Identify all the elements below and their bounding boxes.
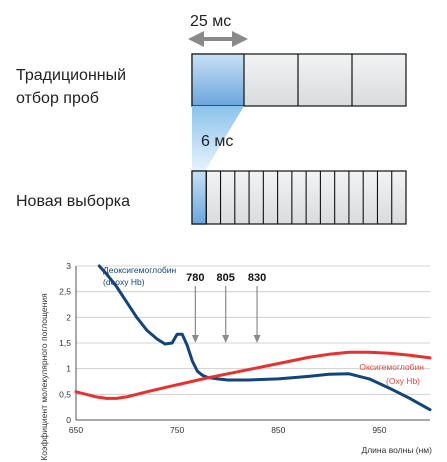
new-active-sample bbox=[191, 170, 207, 225]
x-tick-label: 750 bbox=[170, 425, 184, 435]
y-tick-label: 2,5 bbox=[59, 287, 71, 297]
absorption-chart: 0 0,5 1 1,5 2 2,5 3 650 750 850 950 Длина волны (нм… bbox=[39, 261, 432, 461]
wavelength-label: 780 bbox=[186, 272, 204, 284]
y-tick-label: 3 bbox=[66, 261, 71, 271]
deoxy-hb-line bbox=[97, 264, 432, 412]
wavelength-arrowhead bbox=[191, 335, 199, 343]
x-tick-label: 950 bbox=[372, 425, 386, 435]
new-sampling-bar bbox=[191, 170, 407, 225]
y-axis-label: Коэффициент молекулярного поглощения bbox=[39, 293, 49, 461]
x-axis-label: Длина волны (нм) bbox=[361, 445, 432, 455]
new-sampling-label: Новая выборка bbox=[16, 193, 130, 210]
wavelength-label: 830 bbox=[248, 272, 266, 284]
y-tick-label: 2 bbox=[66, 312, 71, 322]
oxy-label-line2: (Oxy Hb) bbox=[386, 376, 420, 386]
x-tick-label: 650 bbox=[69, 425, 83, 435]
traditional-sampling-bar bbox=[191, 53, 407, 107]
new-period-label: 6 мс bbox=[201, 133, 233, 150]
traditional-label-line1: Традиционный bbox=[16, 67, 126, 84]
deoxy-label-line1: Деоксигемоглобин bbox=[103, 265, 177, 275]
projection-beam bbox=[192, 106, 244, 171]
wavelength-arrowhead bbox=[222, 335, 230, 343]
x-tick-label: 850 bbox=[271, 425, 285, 435]
oxy-label-line1: Оксигемоглобин bbox=[359, 362, 424, 372]
deoxy-label-line2: (deoxy Hb) bbox=[103, 277, 145, 287]
y-tick-label: 1 bbox=[66, 364, 71, 374]
y-tick-label: 0,5 bbox=[59, 389, 71, 399]
traditional-label-line2: отбор проб bbox=[16, 90, 99, 107]
wavelength-label: 805 bbox=[217, 272, 235, 284]
wavelength-arrowhead bbox=[253, 335, 261, 343]
period-label: 25 мс bbox=[190, 13, 231, 30]
oxy-hb-line bbox=[74, 350, 432, 400]
y-tick-label: 1,5 bbox=[59, 338, 71, 348]
traditional-active-sample bbox=[191, 53, 245, 107]
y-tick-label: 0 bbox=[66, 415, 71, 425]
